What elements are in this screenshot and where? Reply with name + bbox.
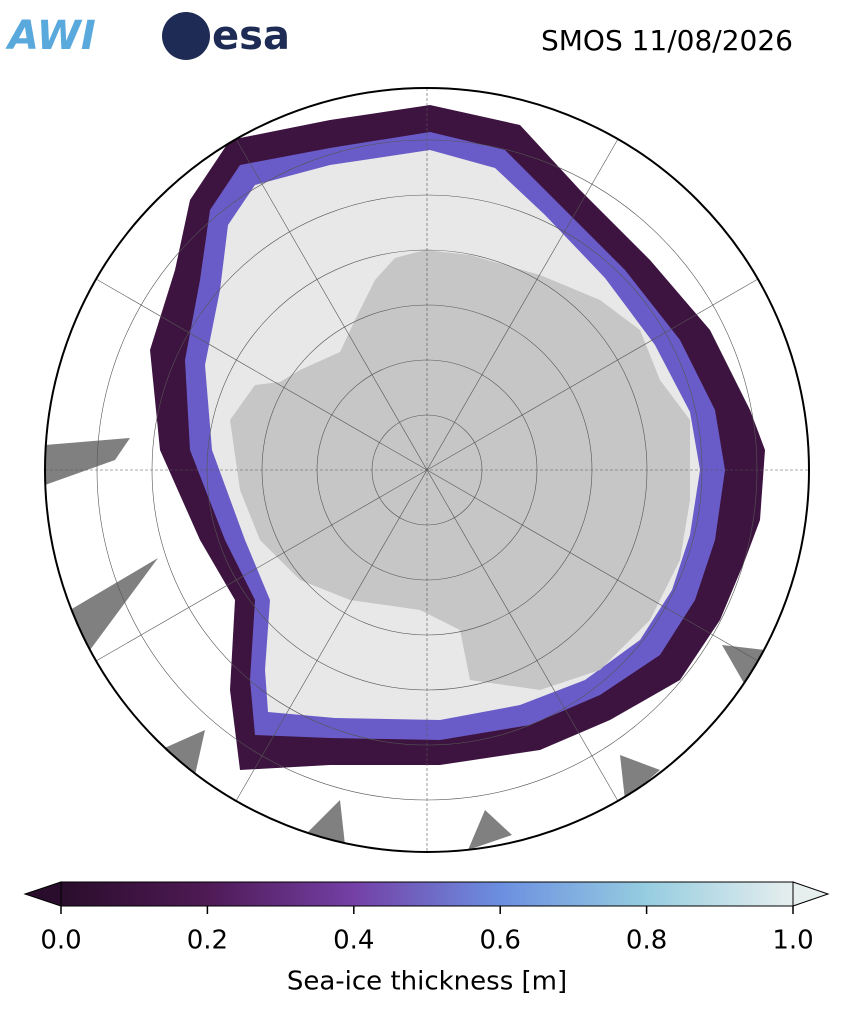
colorbar <box>23 881 830 907</box>
colorbar-tick-label: 0.4 <box>333 926 374 956</box>
colorbar-tick-label: 0.2 <box>187 926 228 956</box>
colorbar-extend-high <box>792 881 830 907</box>
no-data <box>468 810 512 850</box>
colorbar-tick-label: 0.0 <box>40 926 81 956</box>
esa-logo-mark <box>162 12 210 60</box>
no-data <box>305 800 345 845</box>
no-data <box>722 645 765 685</box>
colorbar-tick-label: 0.8 <box>626 926 667 956</box>
colorbar-tick-label: 0.6 <box>480 926 521 956</box>
no-data <box>70 558 158 650</box>
no-data <box>160 730 205 775</box>
colorbar-body <box>60 881 794 907</box>
awi-logo: AWI <box>5 13 96 59</box>
colorbar-extend-low <box>23 881 62 907</box>
map-border <box>44 87 810 853</box>
graticule <box>45 88 809 852</box>
esa-logo: esa <box>212 13 290 59</box>
no-data <box>45 438 130 485</box>
colorbar-label: Sea-ice thickness [m] <box>287 967 567 997</box>
colorbar-tick-label: 1.0 <box>772 926 813 956</box>
map-title: SMOS 11/08/2026 <box>541 24 793 57</box>
map <box>45 88 809 852</box>
no-data <box>620 755 660 800</box>
